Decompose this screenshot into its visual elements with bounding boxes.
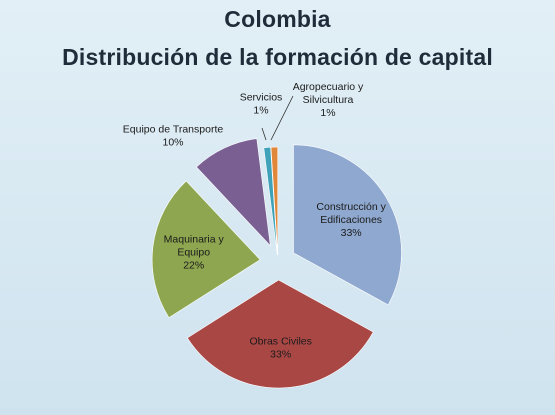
pie-slice-agropecuario-y-silvicultura bbox=[270, 146, 279, 256]
leader-line-servicios bbox=[261, 127, 267, 141]
data-label-servicios: Servicios 1% bbox=[240, 92, 283, 117]
data-label-equipo-de-transporte: Equipo de Transporte 10% bbox=[123, 124, 224, 149]
chart-title: Colombia bbox=[224, 6, 331, 32]
pie-slice-obras-civiles bbox=[186, 279, 374, 389]
pie-slice-construccion-y-edificaciones bbox=[293, 144, 402, 306]
leader-line-agropecuario-y-silvicultura bbox=[270, 95, 294, 141]
pie-slice-maquinaria-y-equipo bbox=[151, 180, 261, 319]
pie-slice-servicios bbox=[263, 146, 278, 256]
chart-subtitle: Distribución de la formación de capital bbox=[62, 44, 493, 70]
data-label-agropecuario-y-silvicultura: Agropecuario y Silvicultura 1% bbox=[293, 81, 364, 119]
pie-slice-equipo-de-transporte bbox=[195, 138, 271, 247]
data-label-obras-civiles: Obras Civiles 33% bbox=[249, 335, 311, 360]
data-label-maquinaria-y-equipo: Maquinaria y Equipo 22% bbox=[164, 233, 225, 271]
data-label-construccion-y-edificaciones: Construcción y Edificaciones 33% bbox=[316, 201, 386, 239]
